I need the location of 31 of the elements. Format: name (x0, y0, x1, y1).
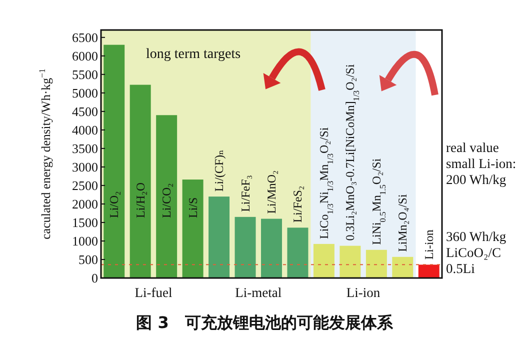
y-tick-label: 5000 (72, 85, 98, 100)
x-tick-label: Li-ion (422, 230, 436, 260)
y-tick-label: 2000 (72, 196, 98, 212)
band-label: long term targets (146, 47, 241, 62)
text: 图 3 可充放锂电池的可能发展体系 (136, 313, 394, 332)
y-tick-label: 3000 (72, 159, 98, 174)
text: Li-metal (235, 285, 282, 300)
text: Li-ion (346, 285, 380, 300)
y-tick-label: 4500 (72, 104, 98, 119)
x-tick-label: Li/FeS₂ (290, 186, 305, 223)
y-tick-label: 4000 (72, 122, 98, 138)
x-tick-label: Li/H₂O (133, 182, 148, 218)
x-tick-label: Li/MnO₂ (264, 170, 278, 214)
y-tick-label: 0 (92, 270, 98, 286)
y-tick-label: 6000 (72, 48, 98, 64)
y-tick-label: 1000 (72, 233, 98, 248)
y-tick-label: 5500 (72, 66, 98, 82)
x-tick-label: Li/O₂ (107, 191, 122, 218)
text: real value small Li-ion: 200 Wh/kg (446, 140, 516, 187)
y-tick-label: 2500 (72, 178, 98, 193)
y-tick-label: 1500 (72, 214, 98, 230)
y-tick-label: 500 (78, 252, 98, 267)
x-tick-label: LiMn₂O₄/Si (396, 194, 410, 252)
text: 360 Wh/kg LiCoO₂/C 0.5Li (446, 229, 506, 276)
x-tick-label: Li/CO₂ (160, 183, 174, 218)
x-tick-label: Li/(CF)ₙ (212, 150, 226, 192)
x-tick-label: Li/FeF₃ (238, 175, 252, 212)
x-tick-label: Li/S (186, 197, 200, 218)
text: Li-fuel (134, 285, 172, 300)
y-tick-label: 3500 (72, 140, 98, 156)
y-tick-label: 6500 (72, 30, 98, 45)
